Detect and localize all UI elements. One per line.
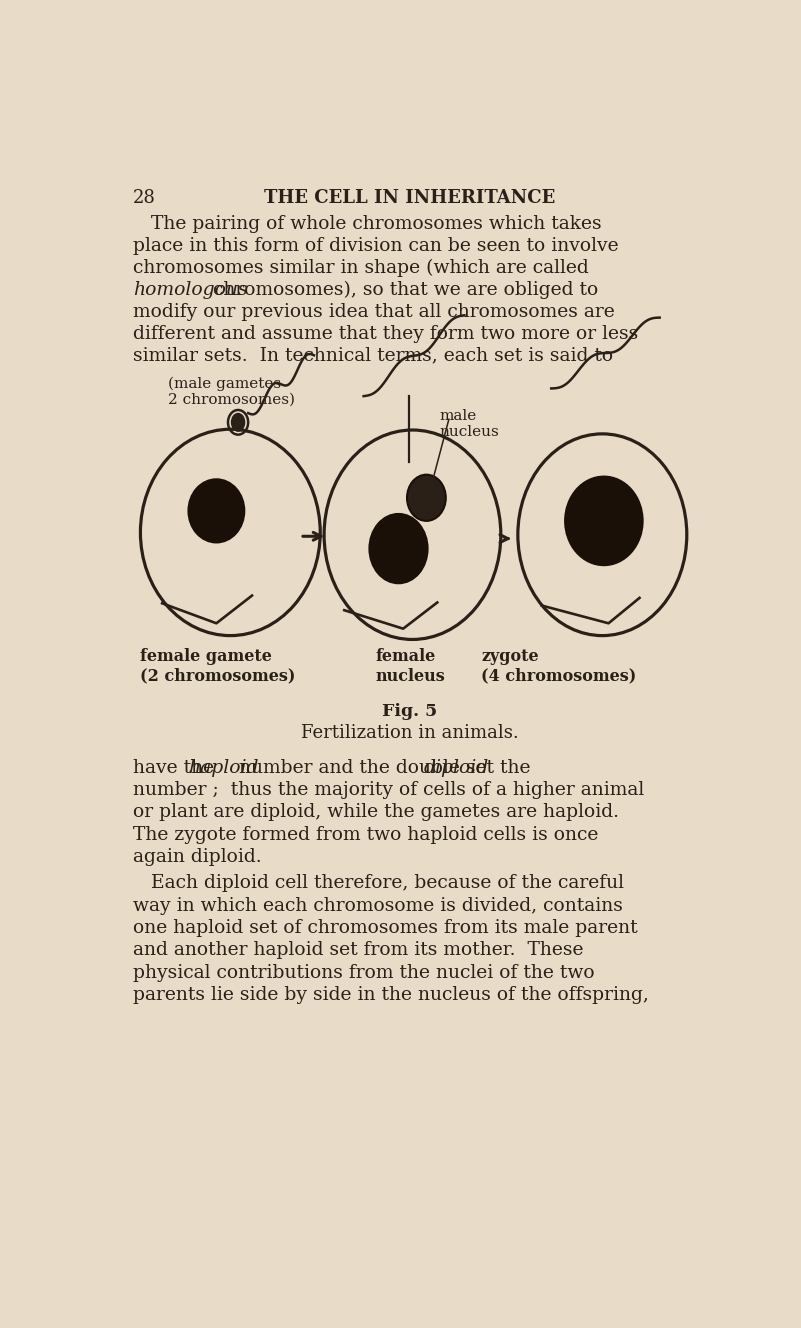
Ellipse shape <box>188 479 244 542</box>
Text: or plant are diploid, while the gametes are haploid.: or plant are diploid, while the gametes … <box>133 803 618 822</box>
Ellipse shape <box>231 414 244 430</box>
Text: Fig. 5: Fig. 5 <box>383 704 438 720</box>
Text: again diploid.: again diploid. <box>133 849 261 866</box>
Ellipse shape <box>566 477 642 566</box>
Text: haploid: haploid <box>187 758 258 777</box>
Text: and another haploid set from its mother.  These: and another haploid set from its mother.… <box>133 942 583 959</box>
Text: female
nucleus: female nucleus <box>375 648 445 684</box>
Text: place in this form of division can be seen to involve: place in this form of division can be se… <box>133 236 618 255</box>
Text: 28: 28 <box>133 189 155 207</box>
Text: physical contributions from the nuclei of the two: physical contributions from the nuclei o… <box>133 964 594 981</box>
Text: way in which each chromosome is divided, contains: way in which each chromosome is divided,… <box>133 896 622 915</box>
Text: The pairing of whole chromosomes which takes: The pairing of whole chromosomes which t… <box>133 215 602 232</box>
Ellipse shape <box>407 474 446 521</box>
Text: zygote
(4 chromosomes): zygote (4 chromosomes) <box>481 648 637 684</box>
Text: modify our previous idea that all chromosomes are: modify our previous idea that all chromo… <box>133 303 614 320</box>
Text: female gamete
(2 chromosomes): female gamete (2 chromosomes) <box>140 648 296 684</box>
Text: diploid: diploid <box>424 758 489 777</box>
Text: (male gametes
2 chromosomes): (male gametes 2 chromosomes) <box>168 376 296 406</box>
Text: chromosomes), so that we are obliged to: chromosomes), so that we are obliged to <box>207 280 598 299</box>
Text: chromosomes similar in shape (which are called: chromosomes similar in shape (which are … <box>133 259 589 278</box>
Text: parents lie side by side in the nucleus of the offspring,: parents lie side by side in the nucleus … <box>133 985 649 1004</box>
Text: Fertilization in animals.: Fertilization in animals. <box>301 724 519 742</box>
Text: Each diploid cell therefore, because of the careful: Each diploid cell therefore, because of … <box>133 874 624 892</box>
Text: different and assume that they form two more or less: different and assume that they form two … <box>133 324 638 343</box>
Text: homologous: homologous <box>133 280 248 299</box>
Text: The zygote formed from two haploid cells is once: The zygote formed from two haploid cells… <box>133 826 598 843</box>
Text: male
nucleus: male nucleus <box>440 409 499 440</box>
Text: number ;  thus the majority of cells of a higher animal: number ; thus the majority of cells of a… <box>133 781 644 799</box>
Text: THE CELL IN INHERITANCE: THE CELL IN INHERITANCE <box>264 189 556 207</box>
Text: similar sets.  In technical terms, each set is said to: similar sets. In technical terms, each s… <box>133 347 613 364</box>
Text: one haploid set of chromosomes from its male parent: one haploid set of chromosomes from its … <box>133 919 638 938</box>
Text: have the: have the <box>133 758 219 777</box>
Text: number and the double set the: number and the double set the <box>232 758 536 777</box>
Ellipse shape <box>369 514 428 583</box>
